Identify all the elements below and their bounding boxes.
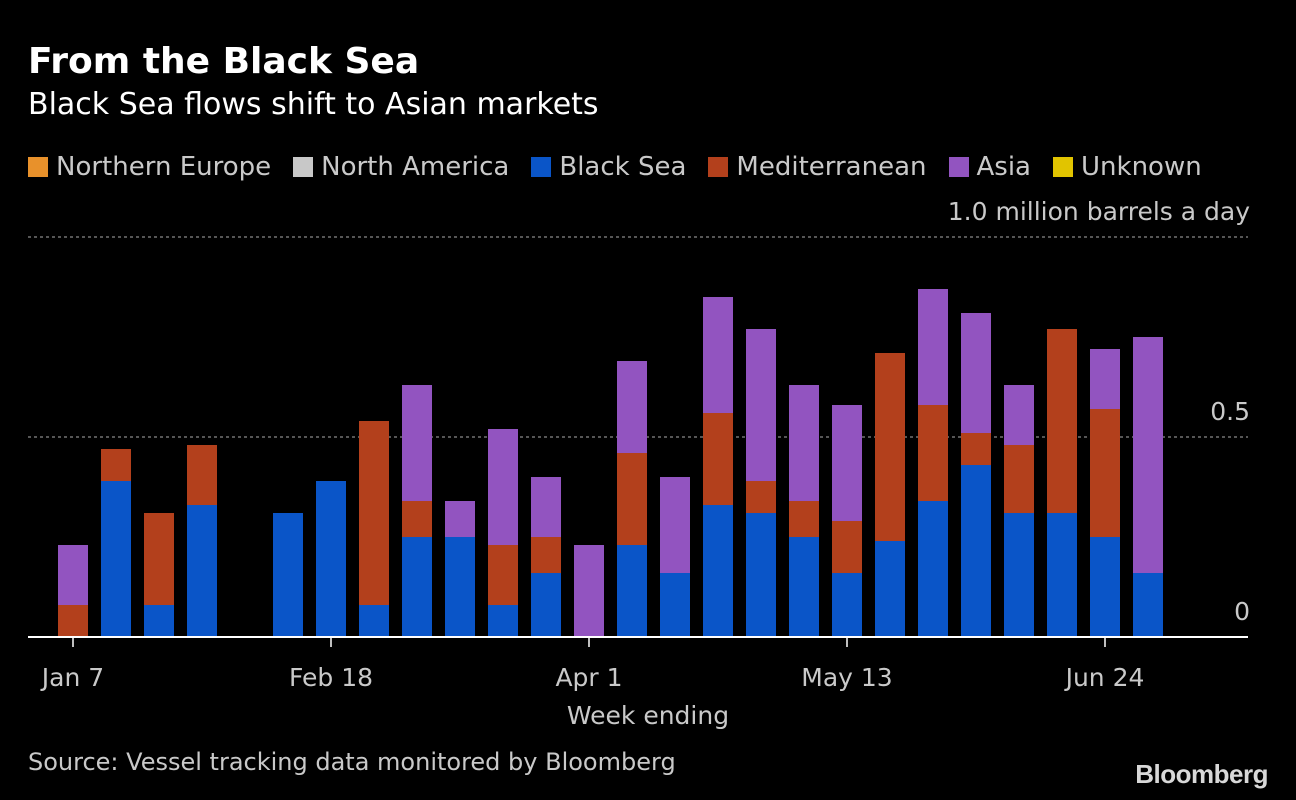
- bar-segment-asia: [1004, 385, 1034, 445]
- bar-segment-mediterranean: [531, 537, 561, 573]
- bar-segment-black-sea: [273, 513, 303, 637]
- bar-segment-mediterranean: [617, 453, 647, 545]
- bars: [58, 289, 1163, 637]
- bar-segment-asia: [445, 501, 475, 537]
- x-axis: Jan 7 Feb 18 Apr 1 May 13 Jun 24: [28, 636, 1248, 692]
- legend-label-black-sea: Black Sea: [559, 152, 687, 182]
- bar-segment-black-sea: [144, 605, 174, 637]
- legend-label-asia: Asia: [976, 152, 1032, 182]
- bar-segment-asia: [918, 289, 948, 405]
- bar-segment-asia: [58, 545, 88, 605]
- bar-segment-mediterranean: [703, 413, 733, 505]
- bar-segment-black-sea: [617, 545, 647, 637]
- bar-segment-black-sea: [746, 513, 776, 637]
- legend-label-mediterranean: Mediterranean: [736, 152, 927, 182]
- y-tick-label: 0.5: [1210, 397, 1250, 426]
- y-tick-label: 0: [1234, 597, 1250, 626]
- bar-segment-asia: [531, 477, 561, 537]
- bar-segment-asia: [961, 313, 991, 433]
- legend-swatch-northern-europe: [28, 157, 48, 177]
- bar-segment-mediterranean: [875, 353, 905, 541]
- bar-segment-black-sea: [875, 541, 905, 637]
- bar-segment-mediterranean: [101, 449, 131, 481]
- bar-segment-mediterranean: [359, 421, 389, 605]
- bar-segment-asia: [703, 297, 733, 413]
- legend-swatch-black-sea: [531, 157, 552, 177]
- bar-segment-mediterranean: [1047, 329, 1077, 513]
- bar-segment-asia: [660, 477, 690, 573]
- y-axis-labels: 0 0.5 1.0 million barrels a day: [948, 197, 1250, 626]
- legend-swatch-asia: [948, 157, 969, 177]
- bar-segment-mediterranean: [832, 521, 862, 573]
- y-tick-label: 1.0 million barrels a day: [948, 197, 1250, 226]
- source-note: Source: Vessel tracking data monitored b…: [28, 748, 676, 776]
- bar-segment-mediterranean: [144, 513, 174, 605]
- legend-item-northern-europe: Northern Europe: [28, 152, 271, 182]
- x-tick-label: Jun 24: [1064, 663, 1145, 692]
- x-tick-label: Jan 7: [40, 663, 104, 692]
- bar-segment-asia: [1090, 349, 1120, 409]
- bar-segment-black-sea: [660, 573, 690, 637]
- bar-segment-black-sea: [402, 537, 432, 637]
- bar-segment-mediterranean: [918, 405, 948, 501]
- bar-segment-black-sea: [488, 605, 518, 637]
- bar-segment-mediterranean: [961, 433, 991, 465]
- chart-legend: Northern Europe North America Black Sea …: [28, 150, 1202, 184]
- bar-segment-black-sea: [703, 505, 733, 637]
- legend-item-asia: Asia: [948, 152, 1032, 182]
- chart-subtitle: Black Sea flows shift to Asian markets: [28, 87, 599, 122]
- legend-item-unknown: Unknown: [1053, 152, 1202, 182]
- bar-segment-black-sea: [359, 605, 389, 637]
- bloomberg-logo: Bloomberg: [1135, 759, 1268, 789]
- bar-segment-asia: [1133, 337, 1163, 573]
- legend-swatch-north-america: [293, 157, 314, 177]
- bar-segment-mediterranean: [1004, 445, 1034, 513]
- bar-segment-black-sea: [101, 481, 131, 637]
- bar-segment-black-sea: [316, 481, 346, 637]
- legend-swatch-mediterranean: [708, 157, 729, 177]
- legend-item-mediterranean: Mediterranean: [708, 152, 927, 182]
- bar-segment-asia: [617, 361, 647, 453]
- legend-label-northern-europe: Northern Europe: [56, 152, 272, 182]
- bar-segment-black-sea: [961, 465, 991, 637]
- chart-title: From the Black Sea: [28, 41, 420, 82]
- legend-label-unknown: Unknown: [1081, 152, 1202, 182]
- x-tick-label: May 13: [801, 663, 892, 692]
- legend-item-north-america: North America: [293, 152, 509, 182]
- bar-segment-mediterranean: [789, 501, 819, 537]
- bar-segment-black-sea: [789, 537, 819, 637]
- bar-segment-mediterranean: [488, 545, 518, 605]
- x-axis-title: Week ending: [567, 701, 729, 730]
- bar-segment-black-sea: [1090, 537, 1120, 637]
- bar-segment-black-sea: [445, 537, 475, 637]
- bar-segment-mediterranean: [746, 481, 776, 513]
- legend-label-north-america: North America: [321, 152, 510, 182]
- bar-segment-asia: [789, 385, 819, 501]
- bar-segment-black-sea: [1133, 573, 1163, 637]
- x-tick-label: Apr 1: [555, 663, 622, 692]
- bar-segment-asia: [832, 405, 862, 521]
- legend-swatch-unknown: [1053, 157, 1073, 177]
- legend-item-black-sea: Black Sea: [531, 152, 686, 182]
- bar-segment-mediterranean: [402, 501, 432, 537]
- bar-segment-black-sea: [1004, 513, 1034, 637]
- bar-segment-asia: [574, 545, 604, 637]
- bar-segment-black-sea: [832, 573, 862, 637]
- bar-segment-asia: [746, 329, 776, 481]
- gridlines: [28, 236, 1248, 438]
- bar-segment-asia: [402, 385, 432, 501]
- bar-segment-black-sea: [187, 505, 217, 637]
- bar-segment-asia: [488, 429, 518, 545]
- bar-segment-black-sea: [531, 573, 561, 637]
- bar-segment-black-sea: [918, 501, 948, 637]
- bar-segment-mediterranean: [58, 605, 88, 637]
- x-tick-label: Feb 18: [289, 663, 373, 692]
- bar-segment-black-sea: [1047, 513, 1077, 637]
- bar-segment-mediterranean: [1090, 409, 1120, 537]
- bar-segment-mediterranean: [187, 445, 217, 505]
